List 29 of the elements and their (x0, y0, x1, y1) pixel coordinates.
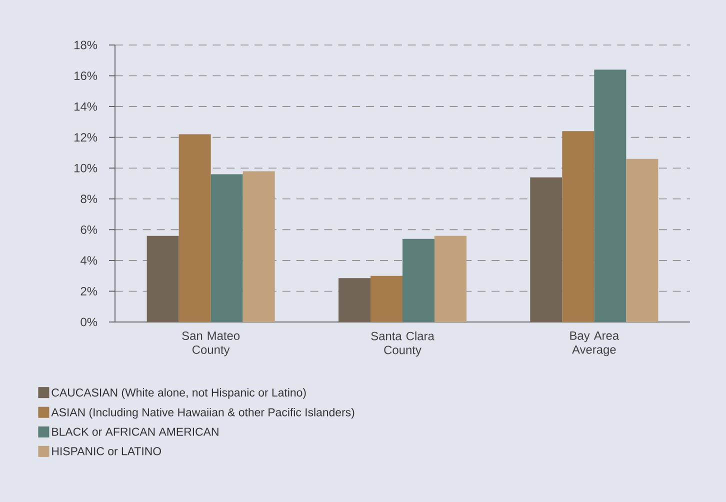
bar (562, 131, 594, 322)
x-tick-label: San Mateo County (182, 332, 240, 356)
legend-label: BLACK or AFRICAN AMERICAN (52, 428, 218, 436)
bar (530, 177, 562, 322)
bar (338, 278, 370, 322)
y-tick-label: 4% (80, 256, 98, 265)
y-tick-label: 6% (80, 225, 98, 234)
legend-label: HISPANIC or LATINO (52, 447, 161, 456)
bar (626, 158, 658, 322)
y-tick-label: 12% (74, 133, 98, 142)
bar (434, 236, 467, 322)
x-tick-label: Bay Area Average (570, 332, 620, 356)
bar (402, 238, 435, 322)
bar (210, 174, 243, 322)
y-tick-label: 18% (74, 40, 98, 50)
bar (594, 70, 626, 322)
y-tick-label: 14% (74, 102, 98, 111)
y-tick-label: 2% (80, 287, 98, 296)
y-tick-label: 0% (80, 318, 98, 326)
legend-label: CAUCASIAN (White alone, not Hispanic or Latino) (52, 388, 306, 399)
y-tick-label: 16% (74, 72, 98, 80)
bar (178, 134, 211, 322)
legend-label: ASIAN (Including Native Hawaiian & other Pacific Islanders) (51, 408, 354, 419)
y-tick-label: 10% (74, 164, 98, 172)
bar (146, 236, 179, 322)
bar (370, 276, 403, 322)
y-tick-label: 8% (80, 194, 98, 204)
x-tick-label: Santa Clara County (371, 332, 434, 357)
bar (242, 171, 275, 322)
